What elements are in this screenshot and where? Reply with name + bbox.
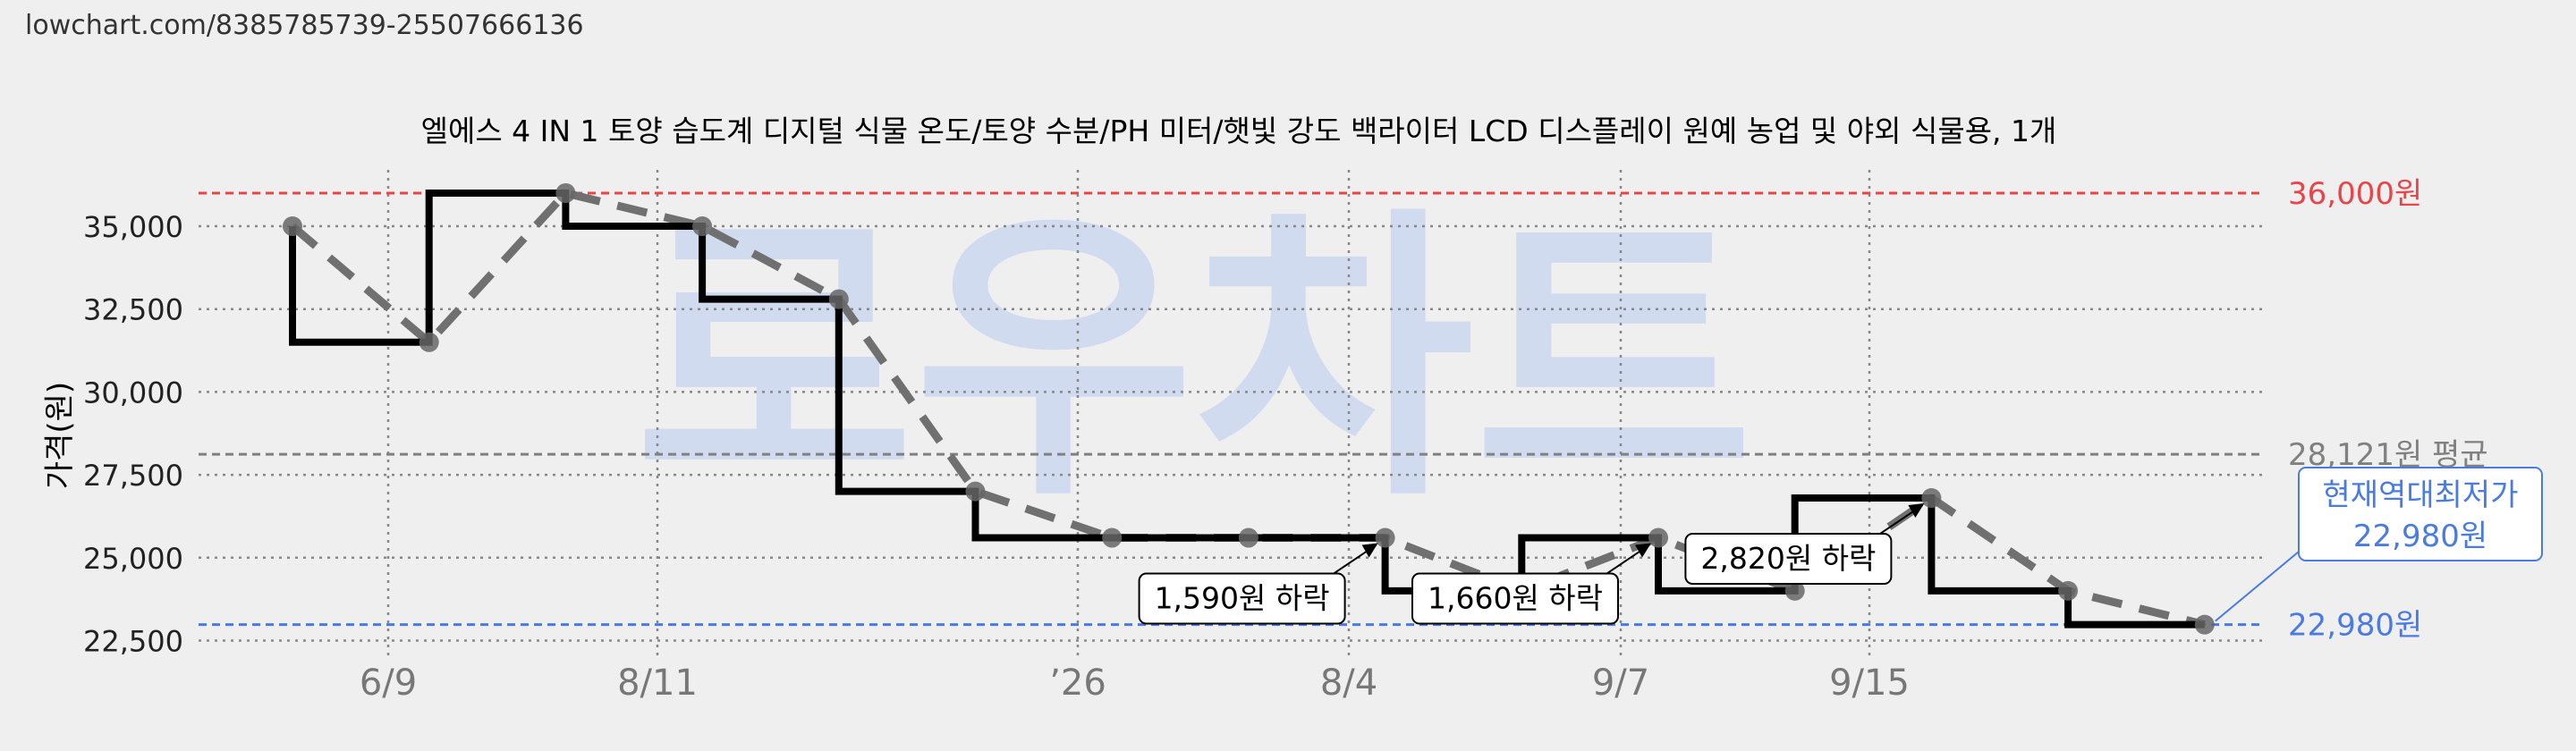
callout-line1: 현재역대최저가	[2323, 477, 2519, 513]
data-point	[1375, 527, 1395, 548]
grid	[199, 170, 2263, 657]
annotation-box	[1411, 572, 1619, 625]
annotations: 1,590원 하락 1,660원 하락 2,820원 하락	[1138, 503, 1925, 625]
y-tick-labels: 22,500 25,000 27,500 30,000 32,500 35,000	[83, 210, 183, 658]
data-point	[283, 216, 302, 237]
reference-label-max: 36,000원	[2288, 176, 2422, 212]
x-tick-label: ’26	[1049, 662, 1106, 704]
data-point	[965, 481, 986, 502]
annotation-text: 2,820원 하락	[1700, 541, 1876, 576]
data-point	[1784, 580, 1805, 601]
annotation-box	[1684, 533, 1893, 586]
annotation-arrowhead	[1908, 503, 1925, 519]
annotation-arrowhead	[1635, 543, 1651, 558]
callout-line2: 22,980원	[2353, 519, 2487, 554]
current-low-callout: 현재역대최저가 22,980원	[2215, 467, 2543, 622]
reference-label-min: 22,980원	[2288, 608, 2422, 644]
data-point	[828, 289, 849, 309]
callout-box	[2298, 467, 2543, 561]
annotation-arrowhead	[1361, 543, 1378, 558]
x-tick-label: 8/11	[617, 662, 698, 704]
data-point	[692, 216, 713, 237]
y-tick-label: 35,000	[83, 210, 183, 244]
watermark: 로우차트	[634, 183, 1753, 537]
url-text: lowchart.com/8385785739-25507666136	[25, 10, 584, 41]
x-tick-labels: 6/9 8/11 ’26 8/4 9/7 9/15	[360, 662, 1910, 704]
y-tick-label: 30,000	[83, 376, 183, 409]
data-points	[283, 182, 2215, 635]
y-axis-label: 가격(원)	[42, 382, 78, 489]
annotation-text: 1,660원 하락	[1428, 581, 1603, 616]
y-tick-label: 22,500	[83, 624, 183, 658]
annotation-box	[1138, 572, 1346, 625]
annotation-text: 1,590원 하락	[1155, 581, 1330, 616]
data-point	[2194, 614, 2215, 635]
data-point	[555, 182, 576, 203]
data-point	[2058, 580, 2079, 601]
x-tick-label: 8/4	[1320, 662, 1377, 704]
x-tick-label: 9/7	[1592, 662, 1649, 704]
data-point	[419, 332, 439, 352]
y-tick-label: 32,500	[83, 293, 183, 327]
callout-arrow	[2215, 551, 2300, 622]
chart-title: 엘에스 4 IN 1 토양 습도계 디지털 식물 온도/토양 수분/PH 미터/…	[421, 114, 2057, 148]
data-point	[1238, 527, 1258, 548]
x-tick-label: 6/9	[360, 662, 417, 704]
data-point	[1648, 527, 1668, 548]
y-tick-label: 27,500	[83, 459, 183, 493]
x-tick-label: 9/15	[1829, 662, 1910, 704]
data-point	[1921, 488, 1942, 509]
data-point	[1102, 527, 1123, 548]
y-tick-label: 25,000	[83, 542, 183, 576]
